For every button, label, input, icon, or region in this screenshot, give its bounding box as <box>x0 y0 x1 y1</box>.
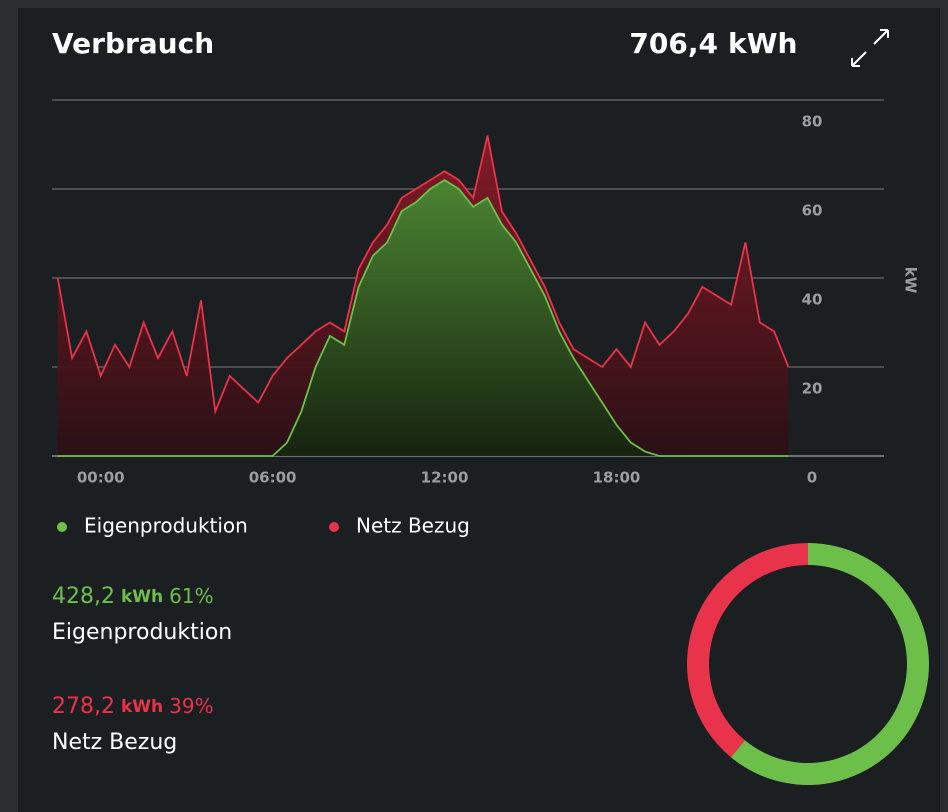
y-tick-label: 60 <box>802 202 823 220</box>
y-tick-label: 20 <box>802 380 823 398</box>
stat-percent: 61% <box>169 584 213 608</box>
donut-segment <box>730 543 930 786</box>
axis-label: kW <box>902 267 920 294</box>
stat-label: Eigenproduktion <box>52 620 232 645</box>
area-chart: 0 20 40 60 80 00:00 06:00 12:00 18:00 kW <box>52 99 920 487</box>
area-line <box>57 179 789 457</box>
stat-label: Netz Bezug <box>52 730 177 755</box>
y-tick-label: 80 <box>802 113 823 131</box>
total-unit: kWh <box>728 27 797 60</box>
legend: Eigenproduktion Netz Bezug <box>57 514 470 538</box>
x-tick-label: 12:00 <box>421 469 469 487</box>
legend-label: Netz Bezug <box>356 514 470 538</box>
x-tick-label: 18:00 <box>593 469 641 487</box>
stats: 428,2 kWh 61% Eigenproduktion 278,2 kWh 39% Net… <box>52 584 232 756</box>
stat-value: 428,2 <box>52 584 115 609</box>
stat-unit: kWh <box>121 697 163 717</box>
stat-value: 428,2 kWh 61% <box>52 584 214 610</box>
total-value: 706,4 <box>629 27 718 60</box>
legend-dot <box>329 522 339 532</box>
donut-segment <box>687 543 808 758</box>
y-tick-label: 40 <box>802 291 823 309</box>
y-tick-label: 0 <box>807 469 817 487</box>
stat-percent: 39% <box>169 694 213 718</box>
stat-value: 278,2 <box>52 694 115 719</box>
title: Verbrauch <box>52 27 214 60</box>
expand-icon[interactable] <box>851 29 889 67</box>
area-fill <box>57 180 789 456</box>
donut-chart <box>687 543 930 786</box>
area-line <box>56 135 790 416</box>
stat-unit: kWh <box>121 587 163 607</box>
x-tick-label: 00:00 <box>77 469 125 487</box>
legend-dot <box>57 522 67 532</box>
x-tick-label: 06:00 <box>249 469 297 487</box>
legend-label: Eigenproduktion <box>84 514 248 538</box>
area-fill <box>57 135 789 456</box>
stat-value: 278,2 kWh 39% <box>52 694 214 720</box>
